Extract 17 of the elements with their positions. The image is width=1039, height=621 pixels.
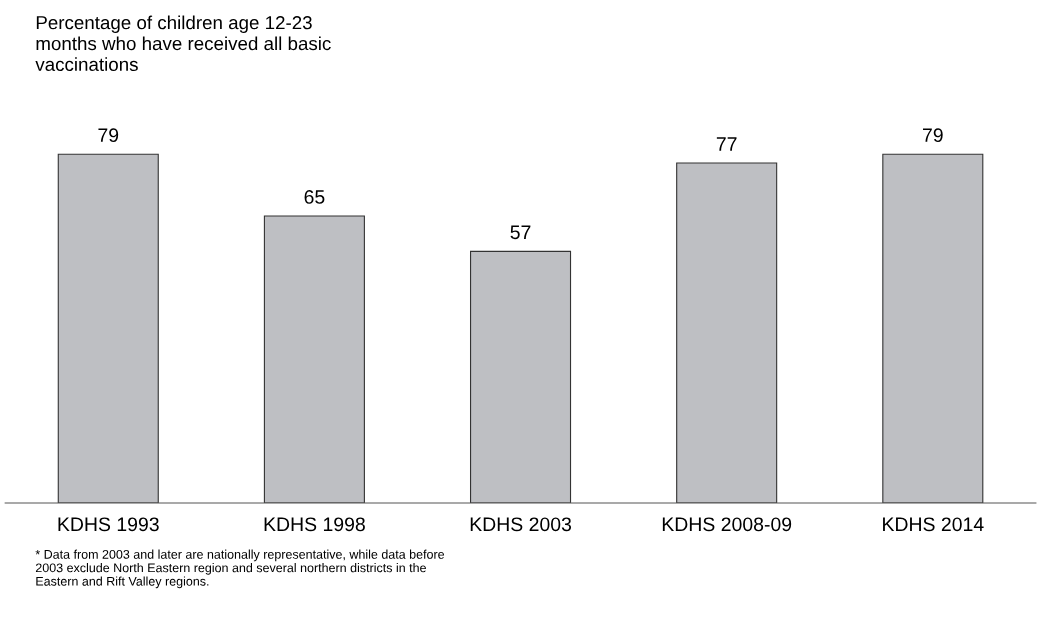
bar bbox=[676, 162, 778, 504]
x-tick-label: KDHS 2008-09 bbox=[662, 517, 792, 532]
text: * Data from 2003 and later are nationally representative, while data before 2003 exclude North Eastern region and several northern districts in the Eastern and Rift Valley regions. bbox=[35, 549, 445, 589]
x-tick-label: KDHS 2014 bbox=[883, 517, 984, 532]
data-label: 65 bbox=[304, 190, 325, 204]
bar bbox=[263, 215, 365, 504]
x-tick-label: KDHS 1993 bbox=[58, 517, 159, 532]
data-label: 57 bbox=[510, 225, 531, 240]
data-label: 77 bbox=[716, 137, 737, 151]
x-tick-label: KDHS 2003 bbox=[470, 517, 572, 532]
chart-title: Percentage of children age 12-23 months who have received all basic vaccinations bbox=[35, 15, 331, 72]
bar bbox=[882, 153, 984, 504]
bar bbox=[57, 153, 159, 504]
data-label: 79 bbox=[923, 128, 943, 143]
x-tick-label: KDHS 1998 bbox=[264, 517, 365, 532]
data-label: 79 bbox=[98, 128, 119, 143]
bar bbox=[469, 250, 572, 504]
